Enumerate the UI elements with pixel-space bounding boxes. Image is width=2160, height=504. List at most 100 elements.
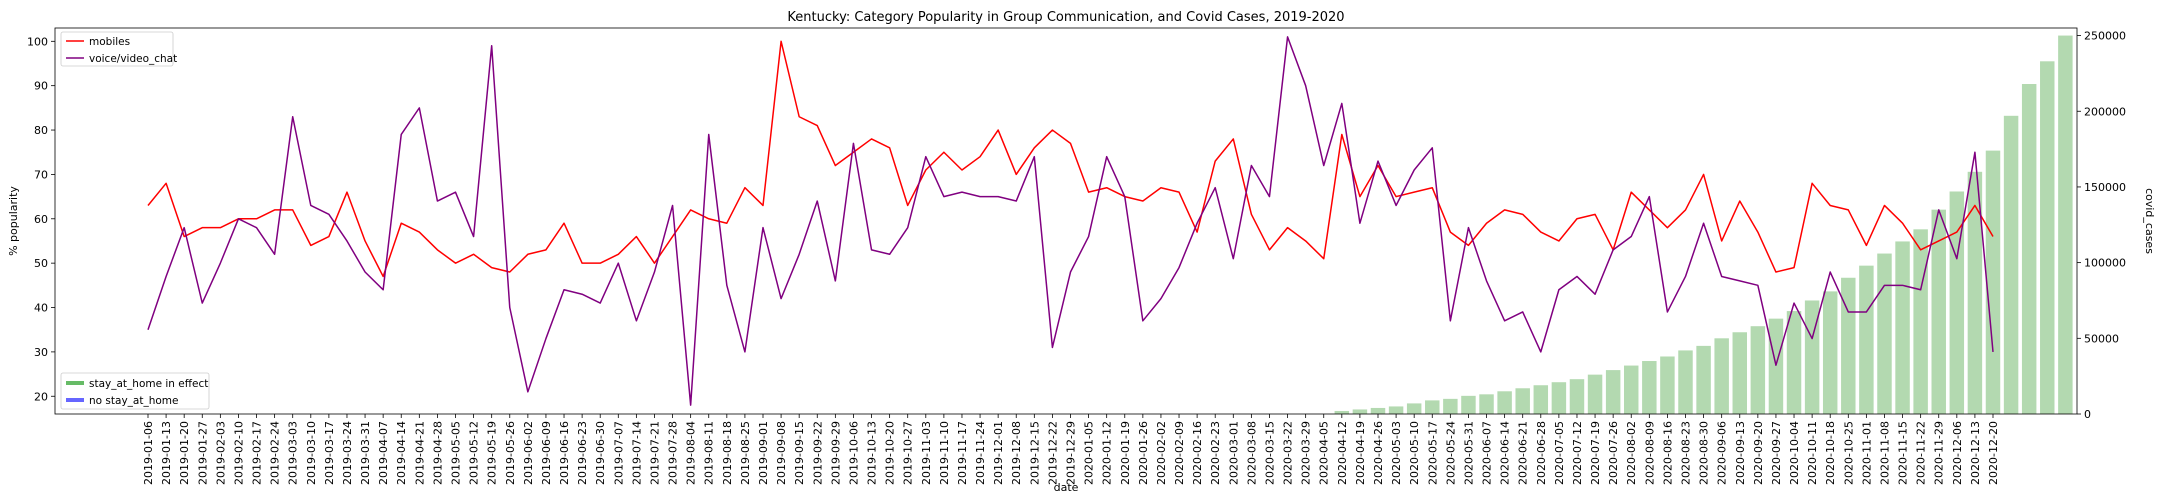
x-tick-label: 2019-01-06 — [142, 421, 155, 485]
covid-bar — [1750, 326, 1766, 414]
y-right-tick-label: 50000 — [2084, 332, 2119, 345]
x-tick-label: 2019-03-24 — [341, 421, 354, 485]
covid-bar — [1587, 374, 1603, 414]
x-tick-label: 2020-04-19 — [1354, 421, 1367, 485]
y-tick-label: 100 — [27, 35, 48, 48]
x-tick-label: 2020-02-23 — [1209, 421, 1222, 485]
x-tick-label: 2020-07-05 — [1553, 421, 1566, 485]
legend-label-stay-at-home: stay_at_home in effect — [89, 378, 208, 390]
x-tick-label: 2019-02-17 — [251, 421, 264, 485]
x-axis: 2019-01-06 2019-01-13 2019-01-20 2019-01-27… — [142, 414, 2000, 485]
legend-label-mobiles: mobiles — [89, 36, 130, 48]
covid-bar — [1479, 394, 1494, 414]
x-tick-label: 2019-11-24 — [974, 421, 987, 485]
y-tick-label: 90 — [34, 80, 48, 93]
covid-bar — [1895, 241, 1910, 414]
x-tick-label: 2019-12-01 — [992, 421, 1005, 485]
y-right-tick-label: 250000 — [2084, 30, 2126, 43]
x-tick-label: 2019-11-03 — [920, 421, 933, 485]
x-tick-label: 2019-07-28 — [667, 421, 680, 485]
legend-label-voice-video-chat: voice/video_chat — [89, 53, 177, 65]
x-tick-label: 2019-03-03 — [287, 421, 300, 485]
x-tick-label: 2019-10-20 — [884, 421, 897, 485]
covid-bar — [1406, 403, 1422, 414]
x-tick-label: 2019-12-22 — [1046, 421, 1059, 485]
covid-bar — [1461, 395, 1476, 414]
x-tick-label: 2020-07-12 — [1571, 421, 1584, 485]
x-tick-label: 2019-11-10 — [938, 421, 951, 485]
x-tick-label: 2020-11-15 — [1897, 421, 1910, 485]
x-tick-label: 2019-12-15 — [1028, 421, 1041, 485]
x-tick-label: 2020-05-10 — [1408, 421, 1421, 485]
x-tick-label: 2019-11-17 — [956, 421, 969, 485]
plot-area-frame — [54, 27, 2078, 415]
covid-bar — [1497, 391, 1512, 414]
covid-bar — [1624, 365, 1639, 414]
y-right-tick-label: 150000 — [2084, 181, 2126, 194]
x-tick-label: 2020-09-20 — [1752, 421, 1765, 485]
covid-bar — [1931, 209, 1946, 414]
x-tick-label: 2020-07-26 — [1607, 421, 1620, 485]
x-tick-label: 2019-06-02 — [522, 421, 535, 485]
x-tick-label: 2020-10-11 — [1806, 421, 1819, 485]
x-tick-label: 2020-04-26 — [1372, 421, 1385, 485]
chart-title: Kentucky: Category Popularity in Group C… — [787, 10, 1344, 25]
x-tick-label: 2020-02-09 — [1173, 421, 1186, 485]
y-axis-right: 0 50000 100000 150000 200000 250000 — [2077, 30, 2126, 421]
y-right-tick-label: 100000 — [2084, 257, 2126, 270]
x-tick-label: 2019-09-15 — [793, 421, 806, 485]
y-tick-label: 30 — [34, 346, 48, 359]
x-tick-label: 2019-05-26 — [504, 421, 517, 485]
y-tick-label: 40 — [34, 302, 48, 315]
x-tick-label: 2019-03-17 — [323, 421, 336, 485]
x-tick-label: 2020-09-06 — [1716, 421, 1729, 485]
y-axis-label-right: covid_cases — [2143, 188, 2156, 254]
legend-bottom-box — [60, 372, 210, 410]
x-tick-label: 2019-05-05 — [450, 421, 463, 485]
covid-bar — [1551, 382, 1567, 414]
x-tick-label: 2019-02-03 — [214, 421, 227, 485]
x-tick-label: 2020-03-01 — [1227, 421, 1240, 485]
covid-bar — [1334, 410, 1350, 414]
legend-label-no-stay-at-home: no stay_at_home — [89, 395, 178, 407]
x-tick-label: 2020-10-18 — [1824, 421, 1837, 485]
x-tick-label: 2020-06-07 — [1481, 421, 1494, 485]
y-axis-label-left: % popularity — [7, 186, 20, 256]
covid-bar — [1877, 253, 1892, 414]
covid-bar — [1822, 291, 1838, 414]
x-tick-label: 2020-11-29 — [1933, 421, 1946, 485]
x-tick-label: 2019-12-08 — [1010, 421, 1023, 485]
x-tick-label: 2020-03-29 — [1300, 421, 1313, 485]
x-tick-label: 2020-11-01 — [1860, 421, 1873, 485]
covid-bar — [1696, 345, 1711, 414]
x-tick-label: 2019-03-10 — [305, 421, 318, 485]
x-tick-label: 2019-02-24 — [269, 421, 282, 485]
covid-bar — [1569, 379, 1585, 414]
series-lines — [147, 36, 1994, 406]
x-tick-label: 2020-05-24 — [1444, 421, 1457, 485]
covid-bar — [1533, 385, 1549, 414]
x-tick-label: 2020-03-22 — [1282, 421, 1295, 485]
x-tick-label: 2019-08-04 — [685, 421, 698, 485]
covid-bar — [1804, 300, 1820, 414]
x-tick-label: 2019-03-31 — [359, 421, 372, 485]
x-tick-label: 2019-10-06 — [847, 421, 860, 485]
legend-bottom: stay_at_home in effect no stay_at_home — [60, 372, 210, 410]
covid-bar — [1786, 311, 1802, 414]
covid-bar — [1443, 398, 1458, 414]
x-tick-label: 2019-01-20 — [178, 421, 191, 485]
covid-bar — [1841, 277, 1856, 414]
y-right-tick-label: 200000 — [2084, 105, 2126, 118]
x-tick-label: 2019-06-16 — [558, 421, 571, 485]
covid-bar — [1605, 370, 1621, 414]
legend-top-box — [60, 31, 174, 67]
series-line-mobiles — [147, 40, 1994, 278]
y-tick-label: 60 — [34, 213, 48, 226]
x-tick-label: 2020-12-06 — [1951, 421, 1964, 485]
x-tick-label: 2020-05-31 — [1462, 421, 1475, 485]
covid-bar — [1678, 350, 1693, 414]
x-tick-label: 2020-10-25 — [1842, 421, 1855, 485]
x-tick-label: 2020-12-13 — [1969, 421, 1982, 485]
x-tick-label: 2020-07-19 — [1589, 421, 1602, 485]
x-tick-label: 2019-09-29 — [829, 421, 842, 485]
